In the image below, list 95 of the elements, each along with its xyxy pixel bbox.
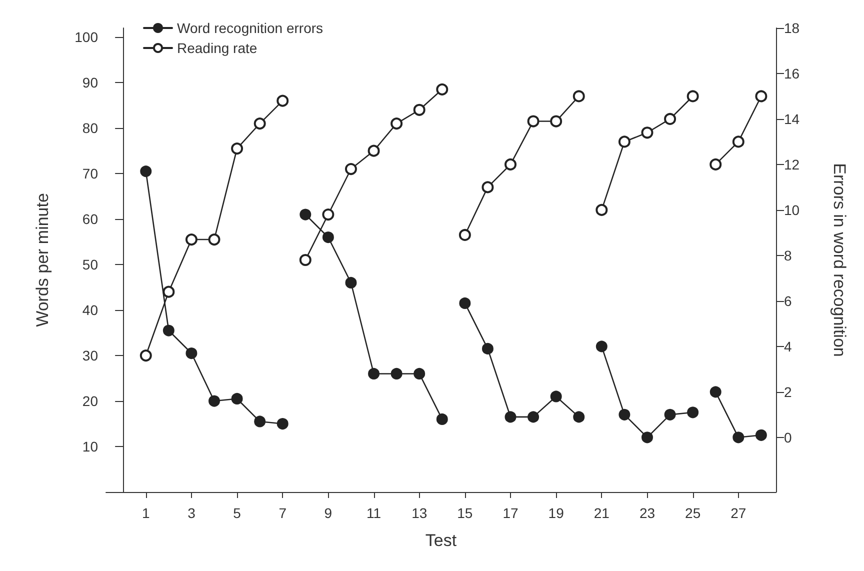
point [732,432,744,444]
point [208,395,220,407]
point [414,368,426,380]
point [573,411,585,423]
point [710,158,722,170]
point [254,416,266,428]
point [687,406,699,418]
x-tick-label: 1 [142,505,150,521]
y-tick-label: 70 [82,166,98,182]
point [276,94,289,107]
point [390,118,403,130]
point [755,90,768,102]
y-tick-label: 50 [82,256,98,273]
y2-tick-label: 8 [784,247,792,264]
y-tick-label: 30 [82,348,98,364]
point [436,83,448,96]
x-tick-label: 5 [233,505,242,521]
point [641,126,654,139]
y-tick-label: 80 [82,120,98,136]
y-tick-label: 60 [82,211,98,228]
point [642,432,653,444]
x-axis-title: Test [425,531,457,550]
point [208,234,220,246]
x-tick-label: 27 [730,505,746,521]
point [231,142,244,155]
point [527,115,540,128]
x-tick-label: 25 [685,505,701,521]
point [504,411,516,423]
point [482,181,494,194]
legend-label: Reading rate [177,40,258,56]
point [459,297,471,309]
point [322,208,334,221]
y-tick-label: 10 [82,438,98,455]
point [686,90,699,102]
point [185,234,198,246]
point [482,342,494,354]
point [140,350,152,362]
point [322,232,334,243]
x-tick-label: 15 [457,505,473,521]
point [458,228,471,241]
point [618,408,630,420]
y2-tick-label: 12 [784,156,800,172]
point [300,208,312,220]
point [618,136,630,148]
point [299,254,312,266]
point [231,392,243,404]
x-tick-label: 19 [548,505,564,521]
x-tick-label: 11 [366,505,382,521]
x-tick-label: 13 [412,505,428,521]
point [710,386,722,398]
x-tick-label: 9 [324,505,332,521]
y2-tick-label: 10 [784,202,800,218]
y2-tick-label: 18 [784,20,800,36]
x-tick-label: 21 [594,505,610,521]
y-axis-title: Words per minute [33,193,52,327]
point [162,324,174,336]
point [550,390,562,402]
y-tick-label: 90 [82,74,98,91]
point [755,429,767,441]
y2-tick-label: 0 [784,429,792,446]
point [664,408,676,420]
x-tick-label: 23 [639,505,656,521]
y-tick-label: 40 [82,302,98,318]
point [664,112,676,125]
point [596,340,608,352]
x-tick-label: 7 [278,505,287,521]
point [345,276,357,288]
point [572,90,585,102]
point [390,368,402,380]
y2-axis-title: Errors in word recognition [830,163,849,357]
y-tick-label: 20 [82,393,98,410]
point [276,418,288,430]
x-tick-label: 3 [188,505,196,521]
point [413,104,426,116]
y2-tick-label: 14 [784,110,800,127]
point [162,286,175,298]
point [254,118,266,130]
legend-label: Word recognition errors [177,20,324,36]
y2-tick-label: 6 [784,292,792,309]
point [436,413,448,425]
x-tick-label: 17 [502,505,519,521]
point [596,204,608,216]
point [732,136,744,148]
point [528,411,540,423]
y2-tick-label: 4 [784,338,792,354]
point [140,166,152,178]
point [368,368,380,380]
point [550,115,562,128]
point [344,163,357,176]
y2-tick-label: 16 [784,65,800,82]
point [504,158,517,170]
y-tick-label: 100 [74,29,98,46]
y2-tick-label: 2 [784,384,792,400]
point [368,144,380,157]
point [186,348,198,359]
